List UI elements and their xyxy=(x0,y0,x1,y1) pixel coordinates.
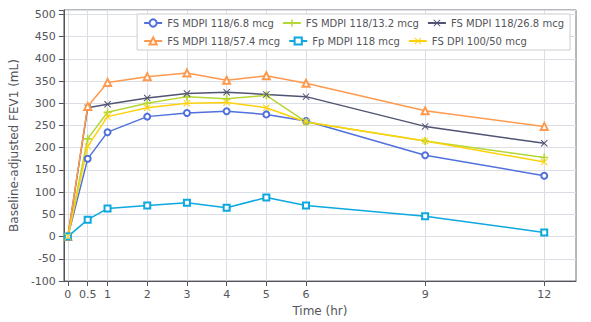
svg-text:5: 5 xyxy=(263,288,270,301)
svg-text:12: 12 xyxy=(537,288,551,301)
svg-text:350: 350 xyxy=(35,75,56,88)
svg-text:250: 250 xyxy=(35,119,56,132)
svg-text:FS MDPI 118/6.8 mcg: FS MDPI 118/6.8 mcg xyxy=(167,18,274,29)
svg-text:FS MDPI 118/57.4 mcg: FS MDPI 118/57.4 mcg xyxy=(167,36,280,47)
svg-text:Time (hr): Time (hr) xyxy=(291,304,347,318)
svg-text:200: 200 xyxy=(35,141,56,154)
svg-text:450: 450 xyxy=(35,30,56,43)
svg-text:FS DPI 100/50 mcg: FS DPI 100/50 mcg xyxy=(432,36,527,47)
svg-text:FS MDPI 118/26.8 mcg: FS MDPI 118/26.8 mcg xyxy=(451,18,564,29)
svg-text:50: 50 xyxy=(42,208,56,221)
svg-text:100: 100 xyxy=(35,186,56,199)
svg-text:0.5: 0.5 xyxy=(79,288,97,301)
svg-text:400: 400 xyxy=(35,52,56,65)
svg-text:2: 2 xyxy=(144,288,151,301)
svg-text:-100: -100 xyxy=(31,275,56,288)
svg-text:500: 500 xyxy=(35,8,56,21)
svg-text:3: 3 xyxy=(183,288,190,301)
svg-text:150: 150 xyxy=(35,163,56,176)
svg-text:4: 4 xyxy=(223,288,230,301)
svg-text:-50: -50 xyxy=(38,252,56,265)
svg-text:9: 9 xyxy=(422,288,429,301)
svg-text:1: 1 xyxy=(104,288,111,301)
svg-text:0: 0 xyxy=(49,230,56,243)
svg-text:Fp MDPI 118 mcg: Fp MDPI 118 mcg xyxy=(312,36,400,47)
svg-text:Baseline-adjusted FEV1 (mL): Baseline-adjusted FEV1 (mL) xyxy=(7,59,21,232)
svg-text:6: 6 xyxy=(303,288,310,301)
svg-text:300: 300 xyxy=(35,97,56,110)
svg-text:FS MDPI 118/13.2 mcg: FS MDPI 118/13.2 mcg xyxy=(306,18,419,29)
svg-text:0: 0 xyxy=(64,288,71,301)
